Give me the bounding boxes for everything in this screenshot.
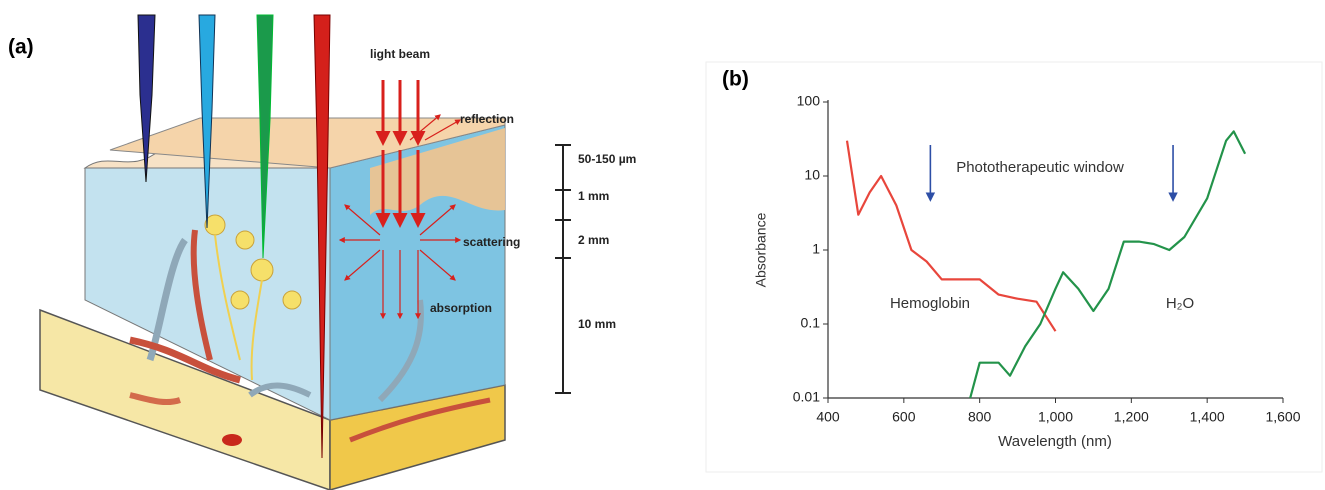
chart-frame (706, 62, 1322, 472)
annotation: Phototherapeutic window (956, 159, 1124, 176)
reflection-label: reflection (460, 112, 514, 126)
absorption-label: absorption (430, 301, 492, 315)
y-tick-label: 10 (804, 167, 820, 183)
skin-illustration (40, 15, 571, 490)
series-label: Hemoglobin (890, 295, 970, 312)
y-tick-label: 0.01 (793, 389, 820, 405)
depth-label: 10 mm (578, 317, 616, 331)
depth-label: 1 mm (578, 189, 609, 203)
scattering-label: scattering (463, 235, 520, 249)
y-tick-label: 100 (797, 93, 821, 109)
x-tick-label: 1,000 (1038, 409, 1073, 425)
x-tick-label: 1,600 (1265, 409, 1300, 425)
x-tick-label: 800 (968, 409, 992, 425)
y-axis-label: Absorbance (753, 212, 769, 287)
figure: (a) light beam reflection scattering abs… (0, 0, 1325, 490)
y-tick-label: 1 (812, 241, 820, 257)
y-tick-label: 0.1 (801, 315, 821, 331)
x-tick-label: 1,200 (1114, 409, 1149, 425)
series-label: H₂O (1166, 295, 1194, 312)
light-beam-label: light beam (370, 47, 430, 61)
x-tick-label: 400 (816, 409, 840, 425)
panel-label: (b) (722, 68, 749, 91)
x-tick-label: 1,400 (1190, 409, 1225, 425)
panel-label: (a) (8, 36, 34, 59)
depth-label: 50-150 µm (578, 152, 636, 166)
x-tick-label: 600 (892, 409, 916, 425)
x-axis-label: Wavelength (nm) (998, 433, 1112, 450)
depth-label: 2 mm (578, 233, 609, 247)
